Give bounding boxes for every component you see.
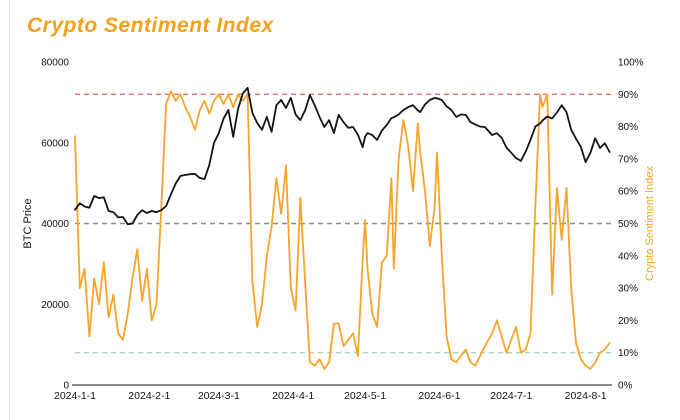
x-tick-label: 2024-1-1 bbox=[54, 390, 96, 402]
left-axis-title: BTC Price bbox=[22, 198, 34, 248]
y-right-tick-label: 40% bbox=[618, 251, 638, 262]
x-tick-label: 2024-4-1 bbox=[272, 390, 314, 402]
page-title: Crypto Sentiment Index bbox=[27, 14, 274, 37]
y-left-tick-label: 0 bbox=[63, 381, 69, 392]
x-tick-label: 2024-6-1 bbox=[418, 390, 460, 402]
left-edge-line bbox=[9, 0, 10, 420]
x-tick-label: 2024-7-1 bbox=[490, 390, 532, 402]
x-tick-label: 2024-8-1 bbox=[565, 390, 607, 402]
y-left-tick-label: 20000 bbox=[41, 300, 69, 311]
btc-price-line bbox=[74, 86, 611, 226]
y-right-tick-label: 10% bbox=[618, 348, 638, 359]
right-axis-title: Crypto Sentiment Index bbox=[644, 166, 656, 281]
y-right-tick-label: 30% bbox=[618, 284, 638, 295]
sentiment-line bbox=[74, 90, 611, 370]
y-left-tick-label: 40000 bbox=[41, 219, 69, 230]
y-left-tick-label: 60000 bbox=[41, 138, 69, 149]
y-right-tick-label: 100% bbox=[618, 58, 644, 69]
y-right-tick-label: 90% bbox=[618, 90, 638, 101]
y-right-tick-label: 0% bbox=[618, 381, 633, 392]
x-tick-label: 2024-3-1 bbox=[198, 390, 240, 402]
x-tick-label: 2024-2-1 bbox=[128, 390, 170, 402]
y-right-tick-label: 20% bbox=[618, 316, 638, 327]
y-right-tick-label: 70% bbox=[618, 154, 638, 165]
y-right-tick-label: 50% bbox=[618, 219, 638, 230]
y-right-tick-label: 80% bbox=[618, 122, 638, 133]
y-left-tick-label: 80000 bbox=[41, 58, 69, 69]
y-right-tick-label: 60% bbox=[618, 187, 638, 198]
x-tick-label: 2024-5-1 bbox=[344, 390, 386, 402]
